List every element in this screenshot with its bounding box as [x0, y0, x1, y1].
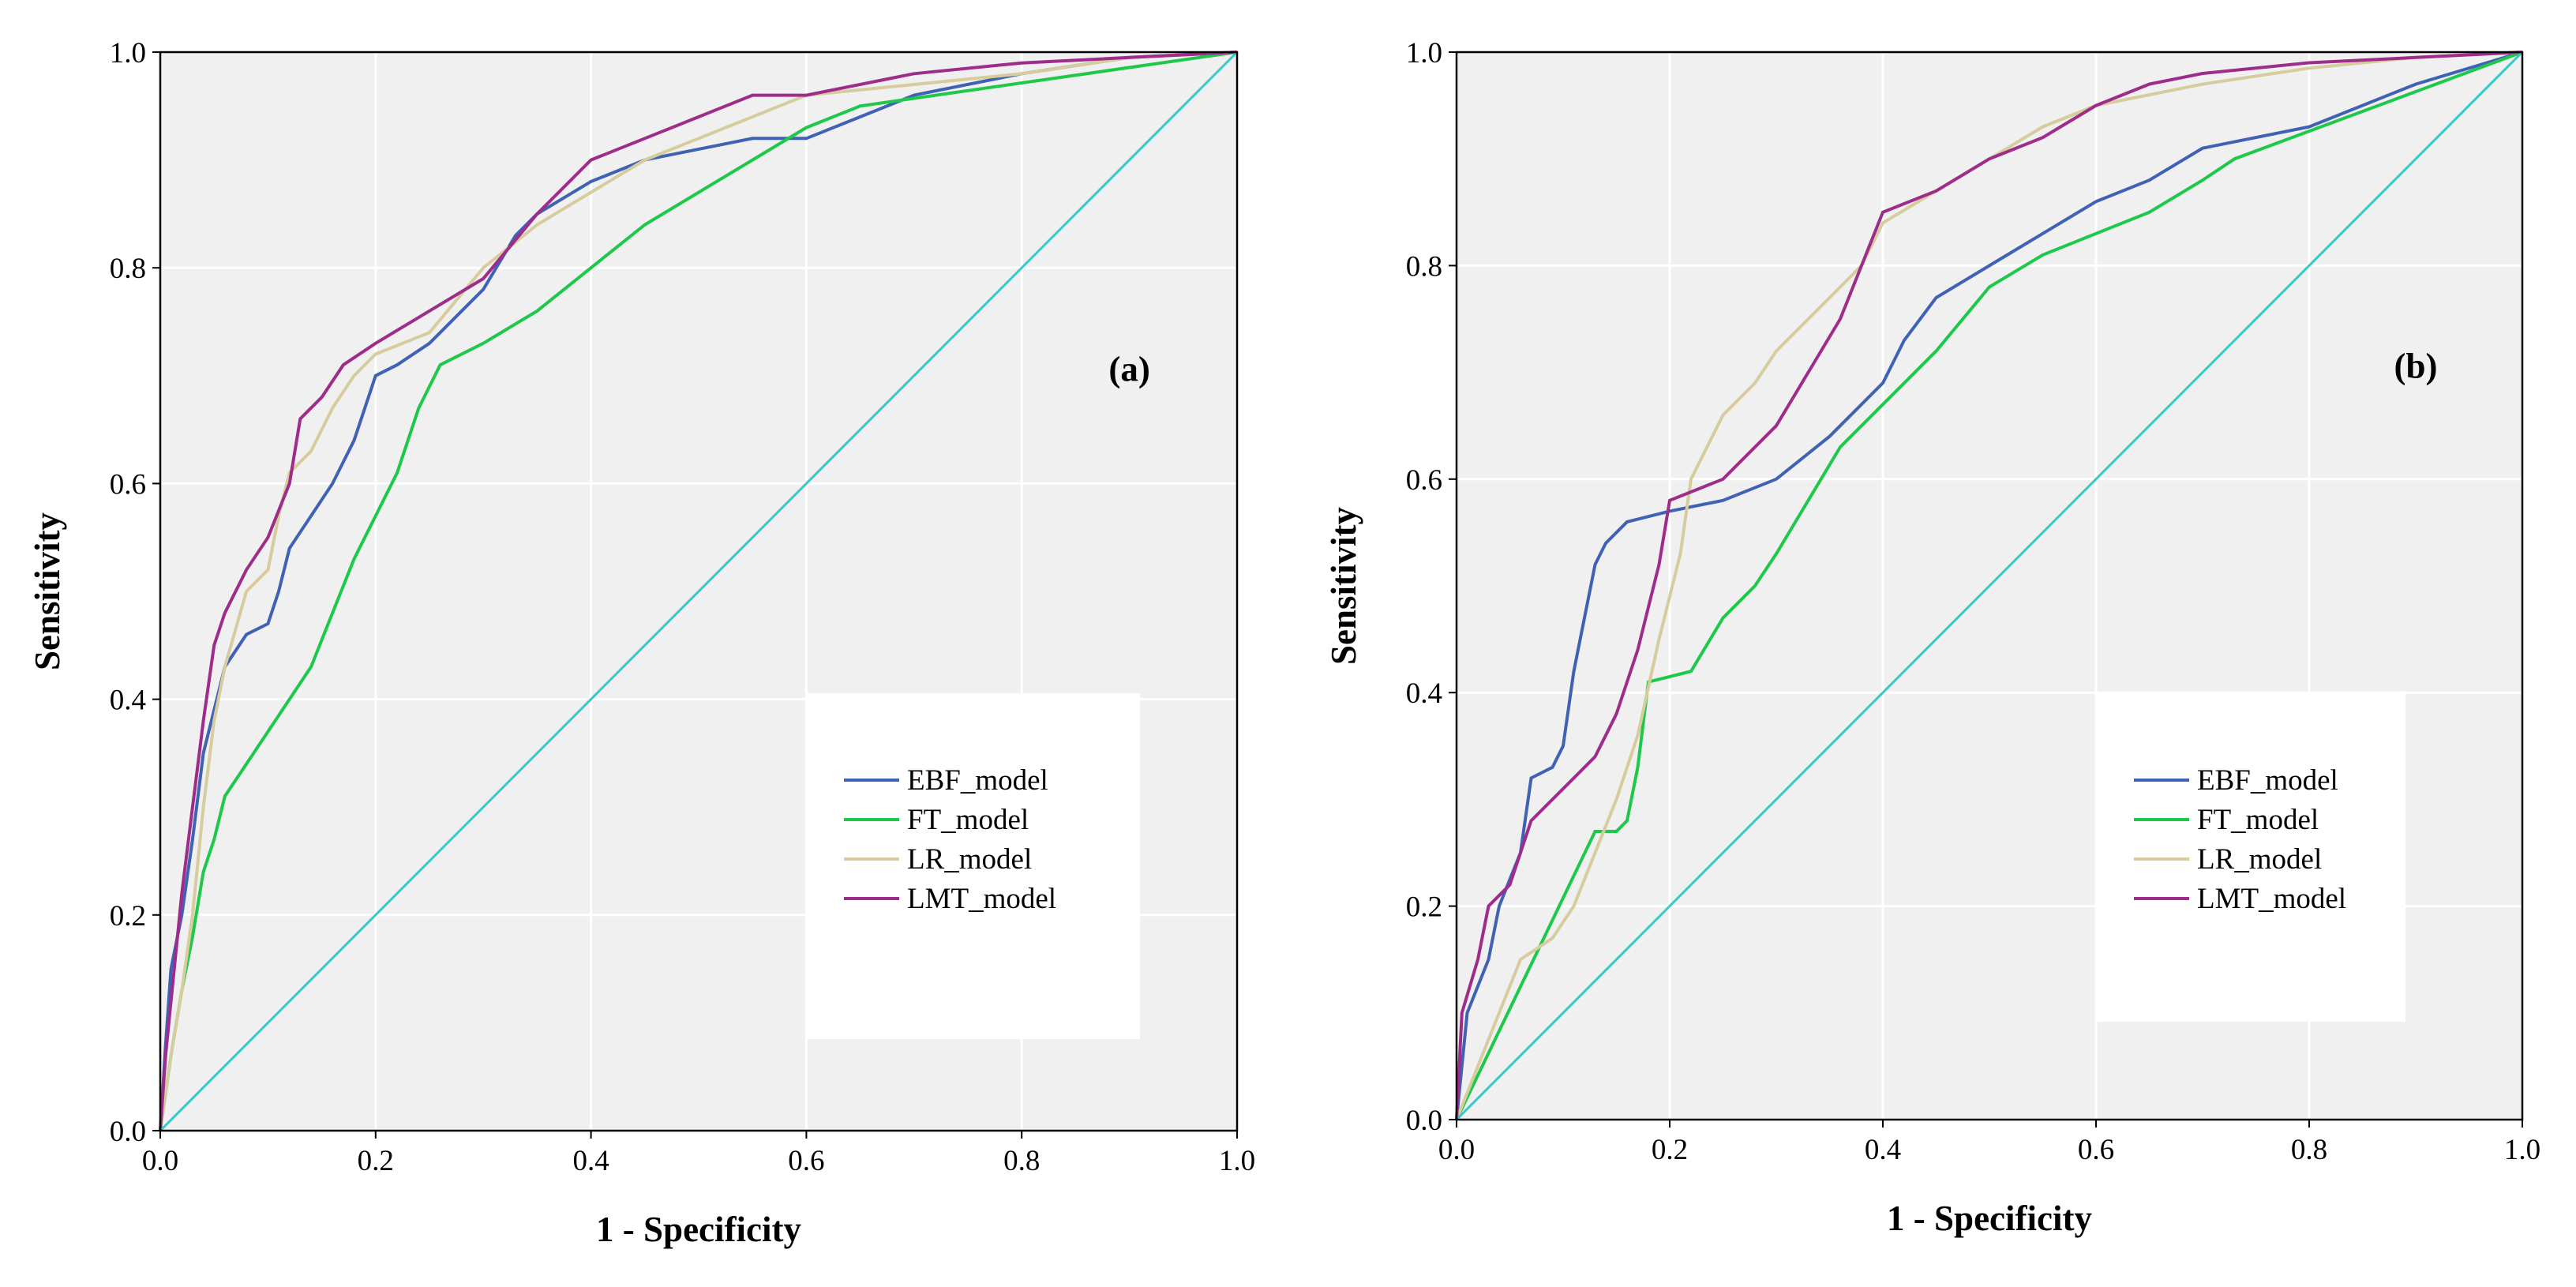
y-tick-label: 0.0	[110, 1116, 146, 1148]
legend-label: FT_model	[2197, 804, 2319, 836]
y-axis-label: Sensitivity	[28, 512, 67, 670]
x-tick-label: 0.4	[1865, 1134, 1901, 1166]
plot-frame	[1455, 51, 2524, 1121]
y-tick-label: 0.8	[1406, 250, 1442, 283]
panel-label: (a)	[1108, 350, 1149, 389]
x-axis-label: 1 - Specificity	[1887, 1199, 2092, 1238]
y-tick-label: 0.0	[1406, 1105, 1442, 1137]
series-line-lr-model	[159, 51, 1238, 1131]
reference-diagonal-line	[159, 51, 1239, 1132]
y-tick-label: 1.0	[1406, 37, 1442, 69]
y-tick-label: 0.4	[1406, 677, 1442, 710]
x-tick-label: 1.0	[2504, 1134, 2540, 1166]
y-tick-label: 0.2	[110, 900, 146, 932]
x-tick-label: 0.0	[1438, 1134, 1475, 1166]
plot-frame	[159, 51, 1239, 1132]
x-tick-label: 0.8	[2291, 1134, 2327, 1166]
legend-label: LR_model	[907, 843, 1032, 876]
x-tick-label: 0.6	[2078, 1134, 2114, 1166]
series-line-lmt-model	[1455, 51, 2523, 1120]
x-tick-label: 0.8	[1003, 1145, 1040, 1177]
y-tick-label: 1.0	[110, 37, 146, 69]
y-tick-label: 0.8	[110, 253, 146, 285]
x-tick-label: 0.4	[572, 1145, 609, 1177]
legend-label: EBF_model	[2197, 764, 2338, 797]
legend-label: LMT_model	[2197, 883, 2346, 915]
x-tick-label: 0.2	[358, 1145, 394, 1177]
legend-label: LMT_model	[907, 883, 1056, 915]
y-tick-label: 0.2	[1406, 891, 1442, 924]
series-line-ebf-model	[159, 51, 1238, 1131]
x-tick-label: 0.2	[1652, 1134, 1688, 1166]
series-line-ft-model	[159, 51, 1238, 1131]
series-line-lmt-model	[159, 51, 1238, 1131]
series-line-ebf-model	[1455, 51, 2523, 1120]
legend-label: EBF_model	[907, 764, 1048, 797]
x-tick-label: 1.0	[1219, 1145, 1255, 1177]
x-tick-label: 0.0	[142, 1145, 178, 1177]
panel-label: (b)	[2394, 346, 2438, 385]
reference-diagonal-line	[1455, 51, 2524, 1121]
y-axis-label: Sensitivity	[1324, 506, 1363, 665]
x-tick-label: 0.6	[788, 1145, 824, 1177]
legend-label: LR_model	[2197, 843, 2322, 876]
series-line-ft-model	[1455, 51, 2523, 1120]
legend-label: FT_model	[907, 804, 1029, 836]
y-tick-label: 0.6	[1406, 464, 1442, 497]
y-tick-label: 0.6	[110, 468, 146, 501]
series-line-lr-model	[1455, 51, 2523, 1120]
roc-panel-b: 0.0 0.2 0.4 0.6 0.8 1.0 0.0 0.2 0.4 0.6 0.8 1.0 1 - …	[1324, 37, 2540, 1238]
legend-box	[806, 693, 1140, 1039]
roc-panel-a: 0.0 0.2 0.4 0.6 0.8 1.0 0.0 0.2 0.4 0.6 0.8 1.0 1 - …	[28, 37, 1255, 1249]
x-axis-label: 1 - Specificity	[596, 1210, 801, 1249]
y-tick-label: 0.4	[110, 685, 146, 717]
